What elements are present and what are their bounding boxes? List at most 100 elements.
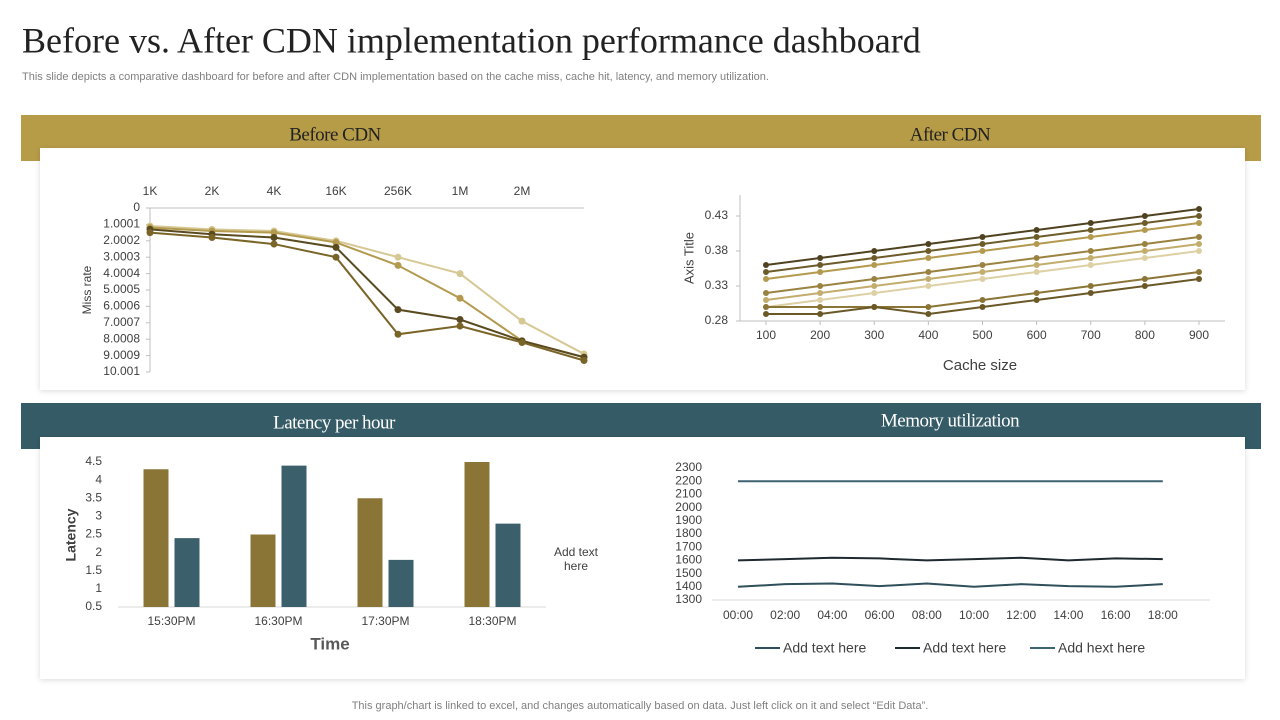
data-point bbox=[763, 304, 769, 310]
data-point bbox=[456, 316, 464, 324]
data-point bbox=[817, 290, 824, 296]
x-tick-label: 15:30PM bbox=[147, 614, 195, 628]
x-tick-label: 2M bbox=[514, 184, 531, 198]
data-point bbox=[979, 248, 986, 254]
page-subtitle: This slide depicts a comparative dashboa… bbox=[22, 71, 769, 83]
data-point bbox=[332, 243, 340, 251]
bar bbox=[357, 498, 383, 607]
data-point bbox=[979, 276, 986, 282]
series-line bbox=[149, 231, 585, 362]
x-tick-label: 4K bbox=[267, 184, 282, 198]
series-line bbox=[149, 228, 585, 359]
x-tick-label: 600 bbox=[1027, 328, 1047, 342]
data-point bbox=[817, 304, 824, 310]
data-point bbox=[146, 229, 154, 237]
data-point bbox=[456, 322, 464, 330]
panel-title: Latency per hour bbox=[273, 412, 396, 433]
data-point bbox=[817, 262, 824, 268]
x-tick-label: 300 bbox=[864, 328, 884, 342]
y-tick-label: 4 bbox=[95, 472, 102, 486]
data-point bbox=[979, 297, 986, 303]
x-tick-label: 256K bbox=[384, 184, 412, 198]
data-point bbox=[1087, 283, 1094, 289]
data-point bbox=[580, 357, 588, 365]
data-point bbox=[1141, 227, 1148, 233]
y-tick-label: 1.0001 bbox=[103, 217, 140, 231]
legend-label: Add text here bbox=[783, 640, 866, 656]
data-point bbox=[925, 269, 932, 275]
data-point bbox=[817, 311, 824, 317]
data-point bbox=[979, 269, 986, 275]
data-point bbox=[871, 255, 878, 261]
data-point bbox=[925, 311, 932, 317]
x-tick-label: 18:00 bbox=[1148, 608, 1178, 622]
data-point bbox=[1141, 255, 1148, 261]
x-tick-label: 02:00 bbox=[770, 608, 800, 622]
data-point bbox=[1087, 227, 1094, 233]
data-point bbox=[270, 234, 278, 242]
data-point bbox=[1087, 262, 1094, 268]
data-point bbox=[1196, 234, 1202, 240]
bar bbox=[495, 523, 521, 607]
data-point bbox=[925, 248, 932, 254]
y-tick-label: 4.5 bbox=[85, 454, 102, 468]
x-tick-label: 04:00 bbox=[817, 608, 847, 622]
y-tick-label: 1600 bbox=[675, 553, 702, 567]
data-point bbox=[394, 261, 402, 269]
y-tick-label: 0 bbox=[133, 200, 140, 214]
data-point bbox=[925, 255, 932, 261]
data-point bbox=[763, 269, 769, 275]
data-point bbox=[1196, 276, 1202, 282]
data-point bbox=[394, 306, 402, 314]
data-point bbox=[871, 304, 878, 310]
bar bbox=[388, 559, 414, 607]
y-tick-label: 6.0006 bbox=[103, 299, 140, 313]
data-point bbox=[270, 240, 278, 248]
y-tick-label: 0.33 bbox=[705, 278, 729, 292]
y-axis-label: Latency bbox=[63, 508, 79, 561]
x-axis-label: Cache size bbox=[943, 357, 1017, 374]
x-tick-label: 200 bbox=[810, 328, 830, 342]
data-point bbox=[1196, 241, 1202, 247]
x-tick-label: 16:00 bbox=[1101, 608, 1131, 622]
y-tick-label: 2 bbox=[95, 545, 102, 559]
data-point bbox=[394, 330, 402, 338]
y-tick-label: 10.001 bbox=[103, 364, 140, 378]
y-tick-label: 5.0005 bbox=[103, 282, 140, 296]
data-point bbox=[394, 253, 402, 261]
series-line bbox=[737, 556, 1163, 562]
x-tick-label: 500 bbox=[972, 328, 992, 342]
y-tick-label: 0.38 bbox=[705, 243, 729, 257]
data-point bbox=[518, 338, 526, 346]
x-tick-label: 400 bbox=[918, 328, 938, 342]
series-line bbox=[737, 582, 1163, 588]
data-point bbox=[1196, 269, 1202, 275]
y-tick-label: 2000 bbox=[675, 500, 702, 514]
data-point bbox=[763, 290, 769, 296]
panel-title: Before CDN bbox=[289, 124, 381, 145]
data-point bbox=[763, 276, 769, 282]
x-axis-label: Time bbox=[310, 634, 349, 653]
series-line bbox=[149, 226, 585, 359]
y-tick-label: 3 bbox=[95, 509, 102, 523]
data-point bbox=[925, 241, 932, 247]
data-point bbox=[871, 276, 878, 282]
data-point bbox=[1033, 297, 1040, 303]
bar bbox=[250, 534, 276, 607]
data-point bbox=[979, 262, 986, 268]
data-point bbox=[1141, 241, 1148, 247]
footer-note: This graph/chart is linked to excel, and… bbox=[352, 700, 929, 712]
x-tick-label: 1K bbox=[143, 184, 158, 198]
x-tick-label: 700 bbox=[1081, 328, 1101, 342]
y-tick-label: 3.5 bbox=[85, 490, 102, 504]
data-point bbox=[1087, 234, 1094, 240]
y-tick-label: 0.5 bbox=[85, 599, 102, 613]
y-tick-label: 2200 bbox=[675, 473, 702, 487]
data-point bbox=[1033, 290, 1040, 296]
y-axis-label: Miss rate bbox=[80, 265, 94, 314]
y-tick-label: 2300 bbox=[675, 460, 702, 474]
y-tick-label: 1900 bbox=[675, 513, 702, 527]
y-tick-label: 3.0003 bbox=[103, 249, 140, 263]
x-tick-label: 08:00 bbox=[912, 608, 942, 622]
